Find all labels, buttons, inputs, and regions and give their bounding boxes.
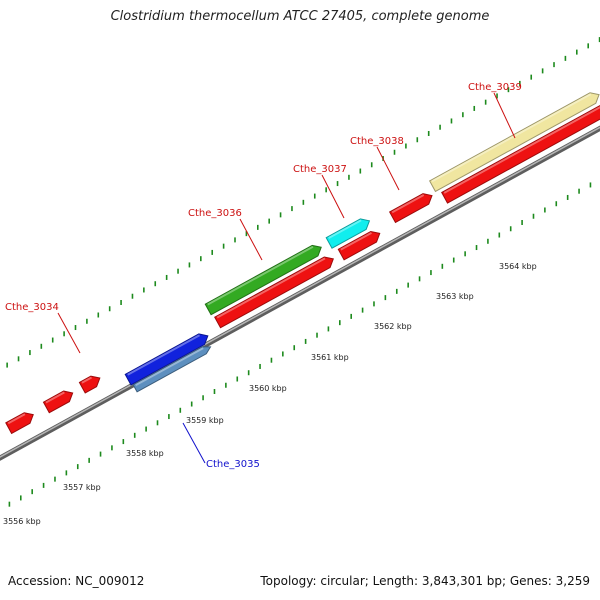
leader-line-cthe-3037: [321, 174, 345, 219]
scale-label: 3556 kbp: [3, 517, 41, 526]
gene-label-cthe-3036: Cthe_3036: [188, 208, 242, 219]
gene-cthe-3035-inner: [132, 346, 212, 393]
scale-label: 3563 kbp: [436, 292, 474, 301]
gene-cthe-3035-block: [124, 333, 209, 386]
gene-cthe-3038-block-highlight: [391, 194, 425, 214]
leader-line-cthe-3035: [182, 422, 206, 464]
scale-label: 3559 kbp: [186, 416, 224, 425]
gene-cthe-3037-block: [325, 218, 371, 249]
scale-label: 3564 kbp: [499, 262, 537, 271]
scale-label: 3557 kbp: [63, 483, 101, 492]
gene-cthe-3036-block-highlight: [207, 245, 314, 306]
gene-label-cthe-3034: Cthe_3034: [5, 302, 59, 313]
scale-label: 3562 kbp: [374, 322, 412, 331]
scale-label: 3560 kbp: [249, 384, 287, 393]
scale-label: 3561 kbp: [311, 353, 349, 362]
gene-label-cthe-3039: Cthe_3039: [468, 82, 522, 93]
backbone-highlight: [0, 126, 600, 458]
accession-text: Accession: NC_009012: [8, 574, 145, 588]
gene-label-cthe-3038: Cthe_3038: [350, 136, 404, 147]
gene-red-block-highlight: [443, 106, 600, 194]
gene-cthe-3035-inner-highlight: [135, 347, 204, 387]
gene-red-block-highlight: [45, 391, 65, 404]
gene-red-block-highlight: [216, 257, 326, 319]
gene-label-cthe-3037: Cthe_3037: [293, 164, 347, 175]
gene-red-block-highlight: [340, 231, 372, 251]
gene-cthe-3039-block-highlight: [431, 93, 592, 183]
gene-cthe-3036-block: [204, 244, 322, 316]
gene-red-block-highlight: [7, 413, 26, 425]
gene-cthe-3039-block: [428, 92, 600, 193]
gene-red-block: [214, 256, 334, 329]
gene-cthe-3038-block: [388, 193, 433, 224]
gene-cthe-3035-block-highlight: [127, 334, 201, 376]
gene-red-block: [42, 390, 74, 414]
gene-label-cthe-3035: Cthe_3035: [206, 459, 260, 470]
gene-cthe-3037-block-highlight: [328, 219, 362, 239]
gene-red-block: [337, 230, 381, 261]
gene-red-block-highlight: [81, 376, 93, 384]
genome-summary-text: Topology: circular; Length: 3,843,301 bp…: [260, 574, 590, 588]
scale-label: 3558 kbp: [126, 449, 164, 458]
leader-line-cthe-3039: [493, 92, 516, 139]
leader-line-cthe-3036: [239, 218, 263, 261]
leader-line-cthe-3034: [57, 312, 81, 354]
backbone-line: [0, 125, 600, 461]
gene-red-block: [5, 412, 34, 435]
map-title: Clostridium thermocellum ATCC 27405, com…: [110, 9, 490, 24]
leader-line-cthe-3038: [376, 146, 400, 191]
